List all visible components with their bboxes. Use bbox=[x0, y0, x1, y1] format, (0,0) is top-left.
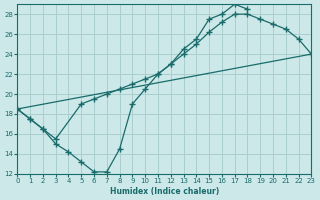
X-axis label: Humidex (Indice chaleur): Humidex (Indice chaleur) bbox=[110, 187, 219, 196]
